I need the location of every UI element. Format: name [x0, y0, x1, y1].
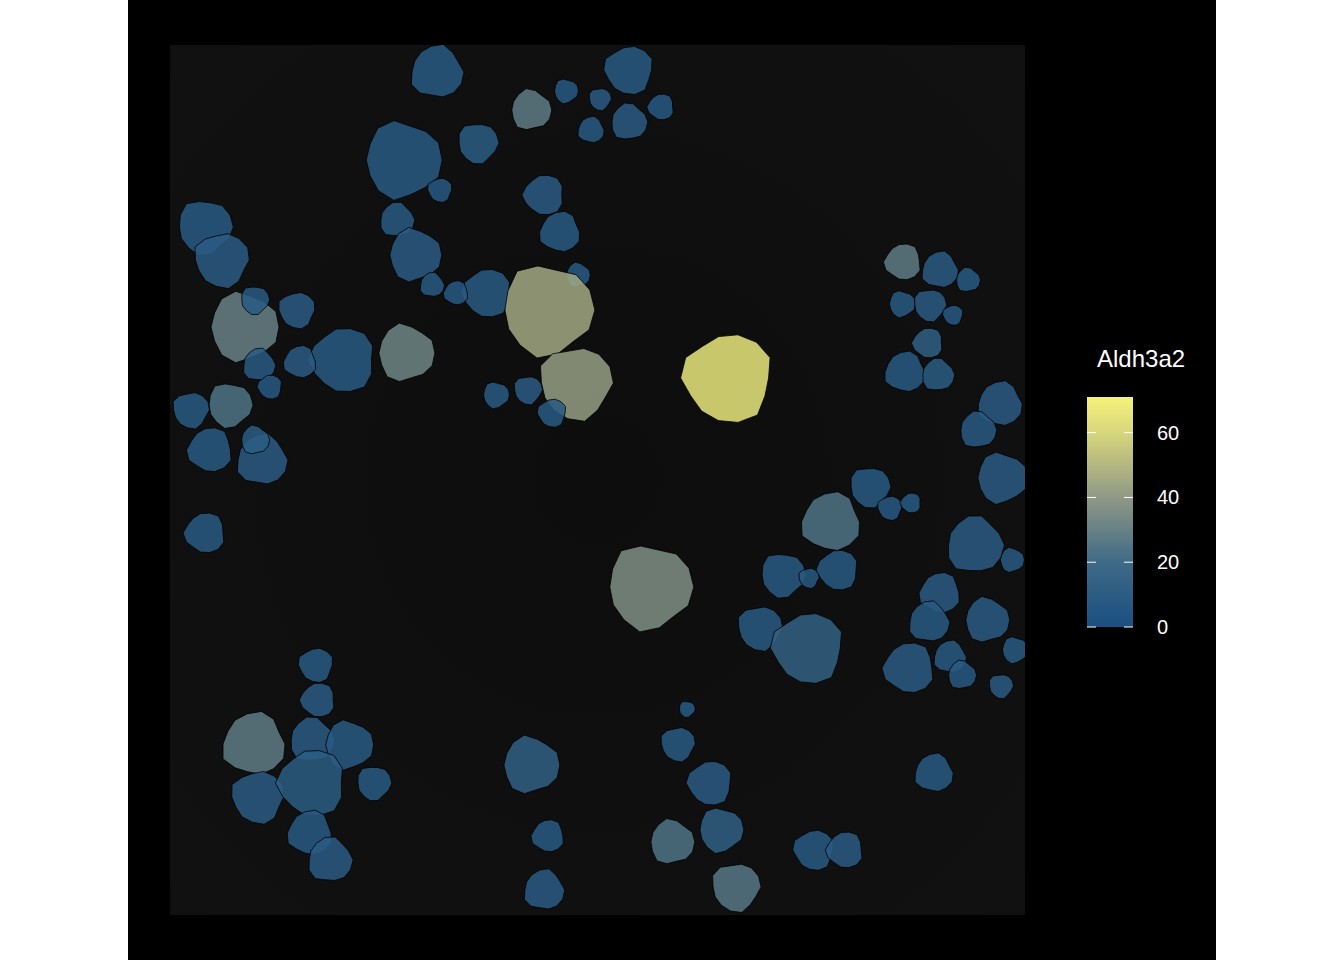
cell [922, 251, 958, 288]
cell [612, 103, 648, 139]
cell [882, 643, 933, 693]
cell [604, 46, 653, 94]
cell [514, 377, 542, 405]
cell [1002, 637, 1025, 664]
cell [275, 751, 342, 816]
cell [242, 287, 270, 315]
colorbar-tick [1124, 627, 1133, 628]
cell [512, 89, 552, 130]
cell [883, 244, 920, 280]
cell [978, 452, 1025, 505]
cell [531, 820, 563, 852]
cell [651, 819, 695, 864]
cell [799, 568, 819, 588]
cell [923, 358, 955, 390]
cell [461, 270, 510, 317]
cell [209, 384, 253, 429]
cell [484, 382, 510, 409]
cell [524, 869, 564, 909]
cell [878, 496, 902, 520]
cell [504, 735, 560, 794]
cell [949, 516, 1005, 571]
cell [686, 761, 731, 805]
cell [308, 329, 373, 392]
cell [522, 175, 562, 214]
cell [195, 234, 249, 289]
cell [989, 675, 1013, 699]
cell [173, 393, 209, 430]
cell [957, 267, 981, 291]
cell [428, 178, 452, 202]
cell [299, 683, 334, 717]
cell [900, 493, 920, 513]
cell [232, 772, 284, 825]
cell [802, 492, 860, 551]
cell [183, 513, 224, 553]
colorbar-tick [1087, 432, 1096, 433]
colorbar-tick [1124, 432, 1133, 433]
colorbar-tick [1087, 627, 1096, 628]
cell [223, 711, 285, 774]
cell [358, 767, 392, 800]
cell [713, 864, 762, 912]
cell [647, 94, 674, 120]
cell [443, 281, 467, 305]
cell [949, 660, 977, 688]
cell [679, 701, 695, 717]
cell [589, 89, 611, 111]
cell [915, 753, 953, 792]
page-background [0, 0, 1344, 960]
colorbar-tick-label: 60 [1157, 422, 1179, 444]
colorbar-tick-label: 20 [1157, 551, 1179, 573]
cell [298, 648, 332, 682]
cell [681, 335, 771, 423]
cell [943, 305, 963, 325]
cell [420, 272, 444, 296]
cell [309, 837, 353, 881]
cell [459, 125, 499, 164]
cell [279, 292, 315, 329]
chart: Aldh3a2 0 20 40 60 [0, 0, 1344, 960]
cell [961, 411, 997, 447]
cell [283, 346, 315, 378]
cell [1000, 547, 1024, 572]
cell [885, 351, 925, 392]
colorbar [1087, 397, 1133, 627]
cell [770, 614, 841, 684]
legend-title: Aldh3a2 [1097, 345, 1185, 372]
cell [825, 832, 862, 868]
colorbar-tick-label: 0 [1157, 616, 1168, 638]
cell [816, 550, 857, 589]
cell [505, 266, 595, 358]
colorbar-tick [1087, 562, 1096, 563]
cell [540, 211, 580, 252]
cell [242, 425, 270, 454]
colorbar-tick [1124, 497, 1133, 498]
image-background [170, 45, 1025, 915]
colorbar-tick-label: 40 [1157, 486, 1179, 508]
cell [257, 375, 282, 399]
cells [173, 45, 1025, 912]
cell [610, 546, 694, 632]
cell [186, 428, 231, 472]
cell [411, 45, 464, 97]
cell [555, 79, 579, 104]
cell [910, 601, 950, 641]
cell [700, 808, 744, 854]
colorbar-tick [1124, 562, 1133, 563]
cell [578, 116, 604, 143]
legend-background [1075, 330, 1216, 630]
cell [966, 596, 1010, 642]
cell [537, 399, 565, 427]
cell [661, 728, 695, 763]
cell [379, 323, 435, 382]
cell [915, 290, 947, 322]
colorbar-tick [1087, 497, 1096, 498]
cell [911, 328, 942, 358]
cell [889, 291, 915, 318]
panel-background [128, 0, 1216, 960]
